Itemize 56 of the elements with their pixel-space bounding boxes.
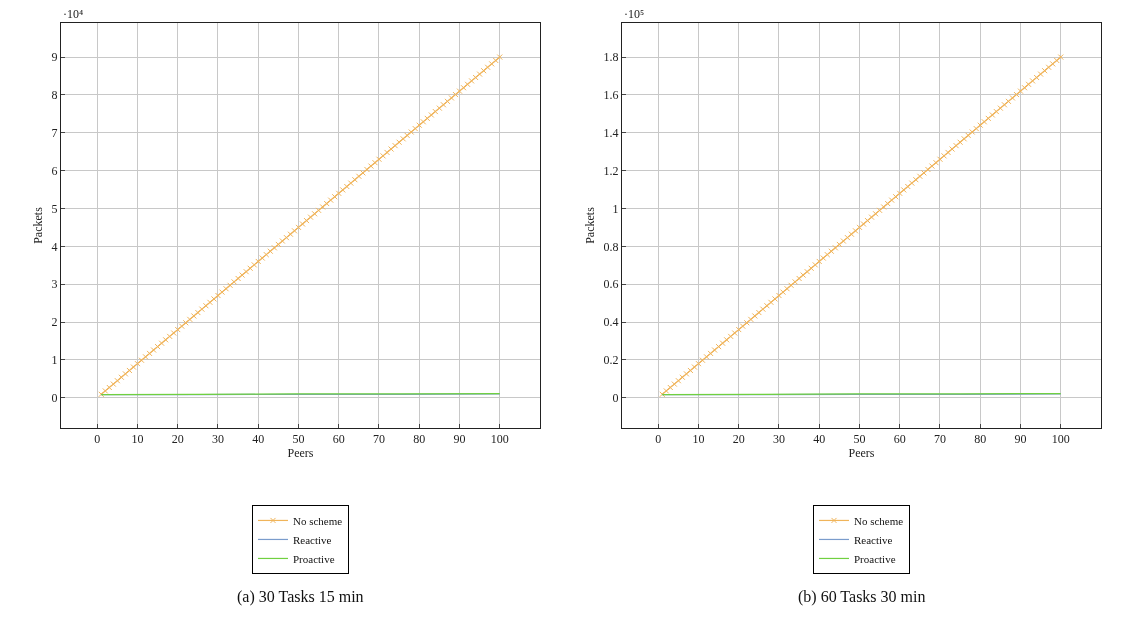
- y-tick-label: 3: [51, 277, 58, 292]
- x-axis-title: Peers: [848, 446, 875, 461]
- y-tick-label: 1.6: [603, 88, 619, 103]
- x-tick-label: 30: [211, 432, 224, 447]
- x-tick-label: 60: [893, 432, 906, 447]
- y-tick-label: 1: [51, 353, 58, 368]
- legend-label: Reactive: [293, 533, 332, 546]
- x-tick-label: 0: [655, 432, 662, 447]
- x-tick-label: 70: [372, 432, 385, 447]
- y-tick-label: 7: [51, 125, 58, 140]
- x-tick-label: 10: [692, 432, 705, 447]
- x-tick-label: 30: [772, 432, 785, 447]
- text: ·10⁵: [624, 7, 645, 21]
- x-tick-label: 0: [94, 432, 101, 447]
- y-tick-label: 1.8: [603, 50, 619, 65]
- y-tick-label: 0.4: [603, 315, 619, 330]
- y-tick-label: 2: [51, 315, 58, 330]
- text: (a) 30 Tasks 15 min: [237, 588, 364, 606]
- y-tick-label: 1.4: [603, 125, 619, 140]
- x-axis-title: Peers: [287, 446, 314, 461]
- y-tick-label: 0.6: [603, 277, 619, 292]
- x-tick-label: 50: [853, 432, 866, 447]
- x-tick-label: 100: [1051, 432, 1070, 447]
- x-tick-label: 60: [332, 432, 345, 447]
- y-tick-label: 0: [612, 390, 619, 405]
- legend-label: Reactive: [854, 533, 893, 546]
- x-tick-label: 20: [732, 432, 745, 447]
- text: ·10⁴: [63, 7, 84, 21]
- legend-label: No scheme: [293, 514, 343, 527]
- x-tick-label: 100: [490, 432, 509, 447]
- y-tick-label: 9: [51, 50, 58, 65]
- y-tick-label: 5: [51, 201, 58, 216]
- x-tick-label: 50: [292, 432, 305, 447]
- y-tick-label: 6: [51, 163, 58, 178]
- y-tick-label: 0.2: [603, 353, 619, 368]
- y-axis-title: Packets: [30, 206, 45, 244]
- y-tick-label: 4: [51, 239, 58, 254]
- x-tick-label: 90: [453, 432, 466, 447]
- y-tick-label: 1.2: [603, 163, 619, 178]
- y-tick-label: 1: [612, 201, 619, 216]
- x-tick-label: 40: [813, 432, 826, 447]
- x-tick-label: 70: [933, 432, 946, 447]
- legend-label: No scheme: [854, 514, 904, 527]
- x-tick-label: 90: [1014, 432, 1027, 447]
- x-tick-label: 40: [252, 432, 265, 447]
- legend-label: Proactive: [293, 552, 335, 565]
- x-tick-label: 20: [171, 432, 184, 447]
- y-axis-title: Packets: [582, 206, 597, 244]
- y-tick-label: 0.8: [603, 239, 619, 254]
- y-tick-label: 0: [51, 390, 58, 405]
- x-tick-label: 80: [974, 432, 987, 447]
- legend-label: Proactive: [854, 552, 896, 565]
- x-tick-label: 10: [131, 432, 144, 447]
- text: (b) 60 Tasks 30 min: [798, 588, 926, 606]
- y-tick-label: 8: [51, 88, 58, 103]
- x-tick-label: 80: [413, 432, 426, 447]
